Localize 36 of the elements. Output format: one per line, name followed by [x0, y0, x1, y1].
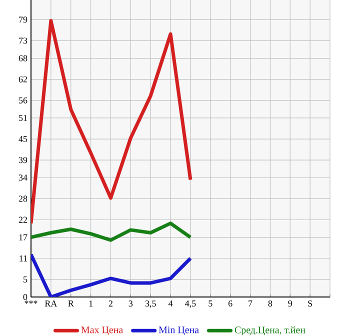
y-tick-label: 0: [23, 294, 28, 300]
x-tick-label: 4,5: [185, 300, 196, 308]
x-tick-label: 6: [228, 300, 232, 307]
y-tick-label: 73: [19, 38, 28, 44]
y-tick-label: 68: [18, 55, 28, 62]
y-tick-label: 28: [18, 196, 28, 202]
y-tick-label: 17: [19, 234, 28, 240]
x-tick-label: RA: [44, 300, 58, 306]
x-tick-label: 8: [268, 300, 272, 307]
x-tick-label: 9: [288, 300, 292, 307]
y-tick-label: 79: [19, 16, 28, 23]
x-tick-label: ***: [24, 300, 38, 304]
y-tick-label: 11: [20, 255, 27, 262]
line-series: [31, 252, 192, 297]
y-tick-label: 39: [18, 157, 28, 164]
legend-label: Min Цена: [158, 326, 199, 335]
y-tick-label: 56: [19, 97, 28, 104]
y-tick-label: 5: [24, 276, 28, 282]
x-tick-label: S: [308, 300, 312, 307]
x-tick-label: 4: [168, 300, 173, 306]
y-tick-label: 22: [18, 216, 27, 223]
x-tick-label: 5: [208, 300, 212, 306]
x-tick-label: 3,5: [145, 300, 156, 308]
x-tick-label: 2: [108, 300, 112, 306]
y-tick-label: 34: [18, 174, 28, 181]
y-tick-label: 51: [19, 114, 27, 121]
x-tick-label: R: [68, 300, 74, 306]
x-tick-label: 7: [248, 300, 252, 306]
line-series: [31, 18, 192, 226]
line-series: [31, 222, 192, 242]
legend-label: Сред.Цена, т.йен: [234, 326, 306, 335]
y-tick-label: 62: [18, 76, 27, 82]
x-tick-label: 1: [89, 300, 93, 306]
y-tick-label: 45: [18, 136, 28, 142]
legend-label: Max Цена: [81, 326, 123, 335]
x-tick-label: 3: [128, 300, 133, 307]
